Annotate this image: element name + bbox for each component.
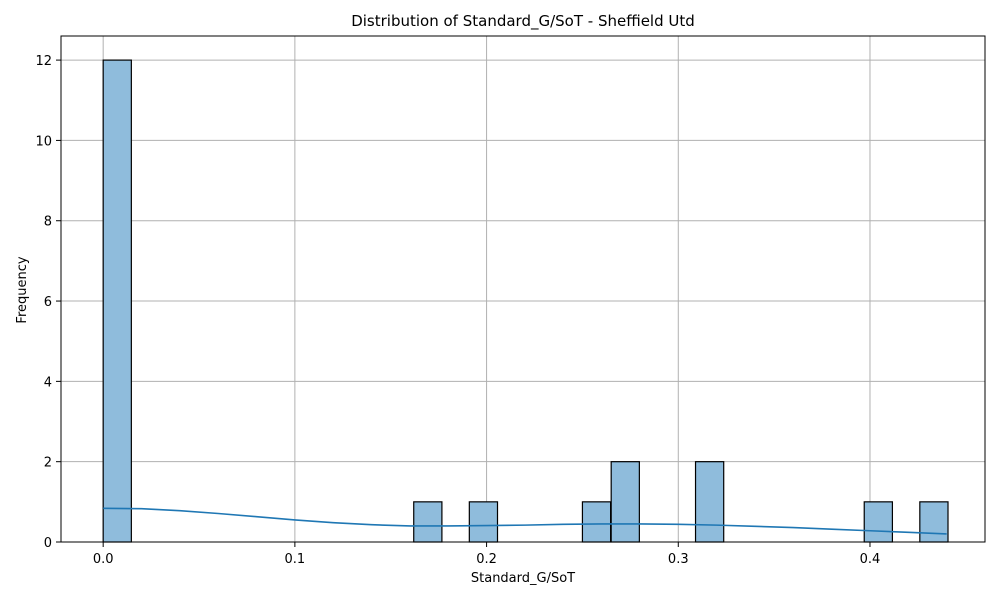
histogram-bar-6: [863, 501, 894, 543]
x-axis-ticks: 0.0 0.1 0.2 0.3 0.4: [93, 542, 880, 567]
kde-curve: [103, 507, 947, 535]
histogram-bar-0: [102, 59, 132, 543]
y-axis-label: Frequency: [15, 256, 30, 323]
y-tick-label-1: 2: [44, 456, 52, 471]
x-axis-label: Standard_G/SoT: [471, 571, 575, 586]
y-tick-label-2: 4: [44, 375, 52, 390]
y-tick-label-3: 6: [44, 295, 52, 310]
y-tick-label-6: 12: [35, 54, 52, 69]
x-tick-label-0: 0.0: [93, 552, 114, 567]
y-tick-label-0: 0: [44, 536, 52, 551]
y-axis-ticks: 0 2 4 6 8 10 12: [35, 54, 61, 551]
histogram-bar-1: [413, 501, 443, 543]
x-tick-label-1: 0.1: [285, 552, 306, 567]
plot-frame: [60, 35, 986, 543]
y-tick-label-5: 10: [35, 134, 52, 149]
histogram-bar-5: [694, 461, 725, 543]
chart-title: Distribution of Standard_G/SoT - Sheffie…: [351, 12, 695, 31]
y-tick-label-4: 8: [44, 215, 52, 230]
x-tick-label-2: 0.2: [476, 552, 497, 567]
x-tick-label-3: 0.3: [668, 552, 689, 567]
histogram-bar-7: [919, 501, 949, 543]
histogram-bar-4: [610, 461, 640, 543]
histogram-bar-3: [581, 501, 612, 543]
bars: [102, 59, 949, 543]
histogram-bar-2: [468, 501, 499, 543]
x-tick-label-4: 0.4: [860, 552, 881, 567]
